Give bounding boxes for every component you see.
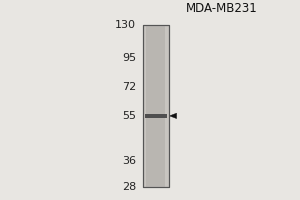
Bar [143, 25, 169, 187]
Text: 36: 36 [122, 156, 136, 166]
Text: 72: 72 [122, 82, 136, 92]
Text: MDA-MB231: MDA-MB231 [186, 2, 258, 15]
Bar [145, 114, 167, 118]
Polygon shape [169, 113, 177, 119]
Text: 95: 95 [122, 53, 136, 63]
Text: 130: 130 [115, 20, 136, 30]
Text: 55: 55 [122, 111, 136, 121]
Text: 28: 28 [122, 182, 136, 192]
Bar [143, 25, 169, 187]
Bar [146, 25, 165, 187]
